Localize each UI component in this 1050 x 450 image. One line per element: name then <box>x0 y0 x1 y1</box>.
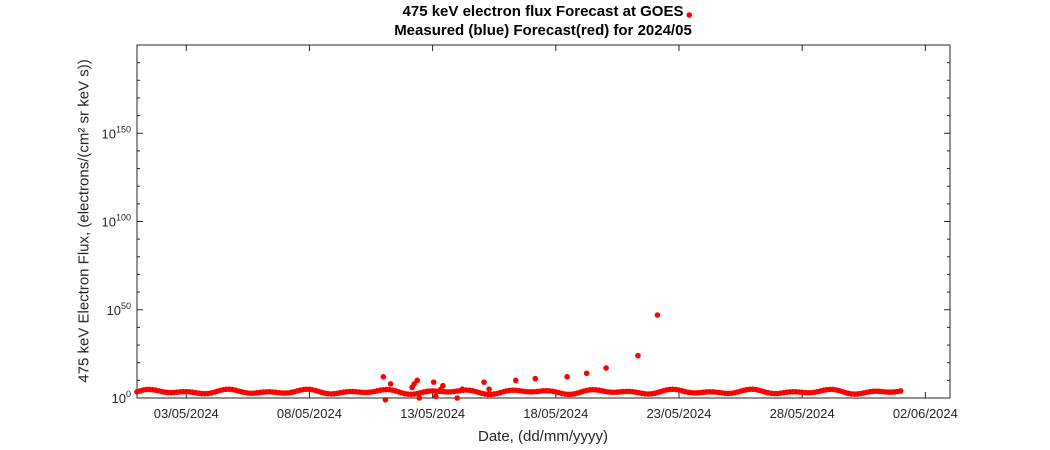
forecast-point <box>686 12 693 18</box>
forecast-point <box>486 386 492 392</box>
forecast-point <box>430 379 437 385</box>
forecast-point <box>481 379 487 385</box>
y-tick-label: 100 <box>112 389 131 406</box>
chart-title: 475 keV electron flux Forecast at GOES <box>402 3 684 20</box>
data-points <box>134 12 904 403</box>
x-tick-label: 28/05/2024 <box>770 406 835 421</box>
forecast-point <box>654 312 661 318</box>
chart-subtitle: Measured (blue) Forecast(red) for 2024/0… <box>394 22 692 39</box>
x-tick-label: 18/05/2024 <box>523 406 588 421</box>
forecast-point <box>512 377 519 384</box>
y-tick-label: 1050 <box>107 301 131 318</box>
x-tick-label: 13/05/2024 <box>400 406 465 421</box>
y-tick-label: 10150 <box>102 124 132 141</box>
x-tick-label: 03/05/2024 <box>154 406 219 421</box>
axes: 03/05/2024 08/05/2024 13/05/2024 18/05/2024… <box>102 44 958 421</box>
baseline-point <box>897 388 904 394</box>
forecast-point <box>440 382 446 389</box>
forecast-point <box>635 352 641 359</box>
forecast-point <box>411 381 417 387</box>
x-axis-label: Date, (dd/mm/yyyy) <box>477 428 609 445</box>
forecast-point <box>432 393 439 400</box>
forecast-point <box>382 396 389 403</box>
forecast-point <box>603 365 609 371</box>
x-tick-label: 23/05/2024 <box>646 406 711 421</box>
forecast-point <box>416 395 423 401</box>
plot-area-frame <box>136 44 951 399</box>
y-tick-label: 10100 <box>102 213 132 230</box>
forecast-point <box>380 374 387 380</box>
forecast-point <box>532 375 539 382</box>
x-tick-label: 02/06/2024 <box>893 406 958 421</box>
forecast-point <box>387 381 394 387</box>
x-tick-label: 08/05/2024 <box>277 406 342 421</box>
forecast-point <box>583 370 590 377</box>
forecast-point <box>454 395 461 401</box>
forecast-point <box>564 374 570 380</box>
forecast-point <box>459 386 466 392</box>
